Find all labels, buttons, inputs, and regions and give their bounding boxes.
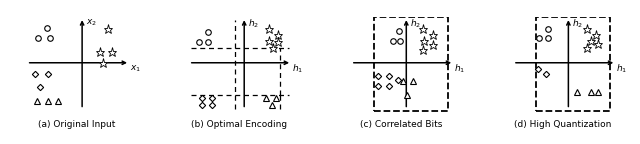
Bar (536, 17, 611, 111)
Text: $h_{1}$: $h_{1}$ (454, 62, 465, 75)
Bar (374, 17, 448, 111)
Text: $x_{1}$: $x_{1}$ (130, 63, 141, 74)
Text: $x_{2}$: $x_{2}$ (86, 18, 97, 28)
Text: (a) Original Input: (a) Original Input (38, 120, 116, 129)
Text: (c) Correlated Bits: (c) Correlated Bits (360, 120, 442, 129)
Text: $h_{1}$: $h_{1}$ (292, 62, 303, 75)
Text: $h_{2}$: $h_{2}$ (410, 18, 421, 30)
Text: $h_{1}$: $h_{1}$ (616, 62, 627, 75)
Text: $h_{2}$: $h_{2}$ (572, 18, 583, 30)
Text: (d) High Quantization: (d) High Quantization (515, 120, 612, 129)
Text: (b) Optimal Encoding: (b) Optimal Encoding (191, 120, 287, 129)
Text: $h_{2}$: $h_{2}$ (248, 18, 259, 30)
